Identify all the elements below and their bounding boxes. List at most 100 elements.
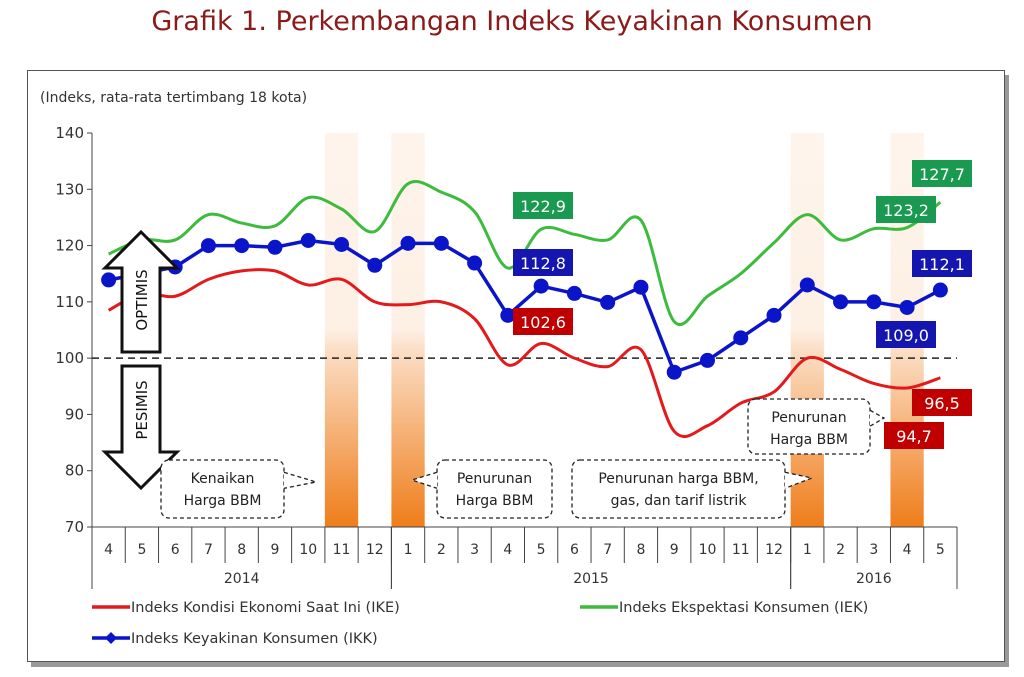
x-tick-label: 3 — [470, 542, 479, 558]
ikk-data-point — [866, 294, 882, 310]
ikk-data-point — [733, 330, 749, 346]
callout-text: gas, dan tarif listrik — [611, 493, 748, 509]
year-label: 2014 — [224, 571, 260, 587]
data-label-box — [513, 249, 573, 276]
series-line-iek — [108, 180, 942, 326]
ikk-data-point — [500, 307, 516, 323]
callout-text: Harga BBM — [770, 432, 848, 448]
data-label-box — [876, 196, 936, 223]
zone-arrows — [101, 229, 181, 491]
ikk-data-point — [433, 235, 449, 251]
data-label-box — [513, 308, 573, 335]
x-tick-label: 9 — [271, 542, 280, 558]
pesimis-label: PESIMIS — [133, 380, 151, 439]
data-label-box — [912, 160, 972, 187]
x-tick-label: 8 — [636, 542, 645, 558]
data-label: 96,5 — [924, 394, 960, 413]
callout-text: Penurunan — [457, 471, 532, 487]
x-tick-label: 2 — [437, 542, 446, 558]
ikk-data-point — [101, 272, 117, 288]
ikk-data-point — [267, 239, 283, 255]
optimis-label: OPTIMIS — [133, 269, 151, 330]
y-tick-label: 70 — [65, 518, 84, 536]
x-tick-label: 5 — [137, 542, 146, 558]
x-tick-label: 9 — [670, 542, 679, 558]
ikk-data-point — [600, 294, 616, 310]
data-label: 127,7 — [919, 165, 965, 184]
ikk-data-point — [633, 279, 649, 295]
legend-label: Indeks Kondisi Ekonomi Saat Ini (IKE) — [131, 600, 400, 616]
y-tick-label: 130 — [55, 180, 84, 198]
callout-pointer — [784, 471, 815, 489]
annotation-callout — [747, 398, 886, 455]
legend-label: Indeks Ekspektasi Konsumen (IEK) — [619, 600, 868, 616]
ikk-data-point — [200, 238, 216, 254]
data-label: 112,8 — [520, 254, 566, 273]
ikk-data-point — [766, 307, 782, 323]
shaded-month-bar — [391, 133, 425, 527]
data-label: 122,9 — [520, 197, 566, 216]
x-tick-label: 6 — [171, 542, 180, 558]
callout-text: Penurunan harga BBM, — [598, 471, 758, 487]
callout-box — [436, 459, 553, 519]
callout-pointer — [283, 471, 317, 489]
ikk-data-point — [467, 255, 483, 271]
shaded-month-bar — [324, 133, 359, 527]
y-tick-label: 120 — [55, 237, 84, 255]
x-tick-label: 5 — [537, 542, 546, 558]
ikk-data-point — [899, 299, 915, 315]
annotation-callout — [409, 459, 553, 519]
ikk-data-point — [699, 352, 715, 368]
ikk-data-point — [234, 238, 250, 254]
callout-text: Harga BBM — [456, 493, 534, 509]
data-label: 94,7 — [896, 427, 932, 446]
year-label: 2015 — [573, 571, 609, 587]
x-tick-label: 4 — [503, 542, 512, 558]
x-tick-label: 10 — [299, 542, 317, 558]
shaded-month-bar — [790, 133, 824, 527]
x-tick-label: 1 — [404, 542, 413, 558]
ikk-data-point — [799, 277, 815, 293]
y-tick-label: 100 — [55, 349, 84, 367]
optimis-up-arrow-icon — [101, 229, 181, 354]
legend-marker-icon — [105, 632, 117, 644]
year-label: 2016 — [856, 571, 892, 587]
x-tick-label: 12 — [765, 542, 783, 558]
annotation-callout — [571, 459, 815, 519]
ikk-data-point — [367, 257, 383, 273]
callout-box — [747, 398, 871, 455]
ikk-data-point — [533, 278, 549, 294]
pesimis-down-arrow-icon — [101, 364, 181, 491]
data-label-box — [884, 422, 944, 449]
x-tick-label: 12 — [366, 542, 384, 558]
legend-label: Indeks Keyakinan Konsumen (IKK) — [131, 631, 378, 647]
ikk-data-point — [932, 282, 948, 298]
annotation-callout — [160, 459, 317, 519]
callout-pointer — [409, 471, 438, 489]
x-tick-label: 11 — [732, 542, 750, 558]
x-tick-label: 8 — [237, 542, 246, 558]
data-label: 123,2 — [883, 201, 929, 220]
series-line-ike — [107, 267, 941, 438]
x-tick-label: 4 — [104, 542, 113, 558]
data-label: 102,6 — [520, 313, 566, 332]
callout-pointer — [869, 409, 886, 427]
data-label-box — [513, 192, 573, 219]
callout-text: Harga BBM — [184, 493, 262, 509]
y-tick-label: 90 — [65, 405, 84, 423]
ikk-data-point — [300, 233, 316, 249]
data-label-box — [912, 250, 972, 277]
y-axis-label: (Indeks, rata-rata tertimbang 18 kota) — [40, 90, 307, 106]
y-tick-label: 110 — [55, 293, 84, 311]
ikk-data-point — [566, 285, 582, 301]
ikk-data-point — [334, 236, 350, 252]
y-tick-label: 140 — [55, 124, 84, 142]
x-tick-label: 2 — [836, 542, 845, 558]
ikk-data-point — [833, 294, 849, 310]
x-tick-label: 7 — [603, 542, 612, 558]
x-tick-label: 1 — [803, 542, 812, 558]
callout-box — [160, 459, 285, 519]
y-tick-label: 80 — [65, 462, 84, 480]
x-tick-label: 4 — [903, 542, 912, 558]
